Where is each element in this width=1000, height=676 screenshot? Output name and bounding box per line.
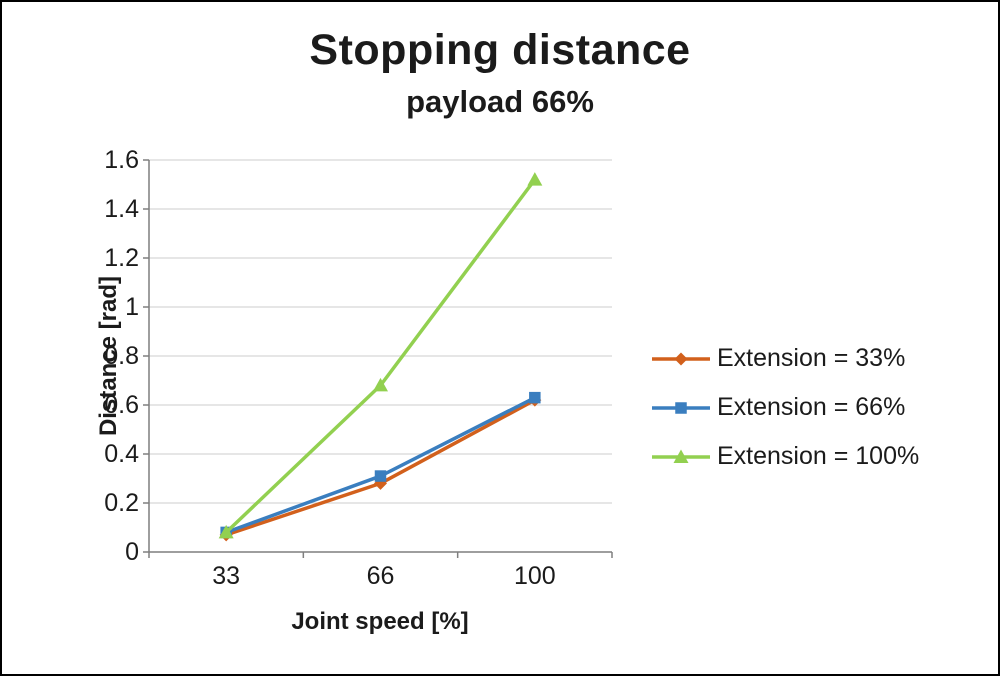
- x-tick-label: 100: [513, 562, 556, 590]
- y-tick-label: 1.2: [104, 244, 139, 272]
- legend-square-line-sample-icon: [652, 401, 710, 414]
- y-tick-label: 0: [125, 538, 139, 566]
- legend-diamond-line-sample-icon: [652, 352, 710, 365]
- x-axis-title: Joint speed [%]: [291, 608, 469, 635]
- triangle-marker-icon: [373, 377, 388, 392]
- legend-label: Extension = 66%: [717, 393, 906, 421]
- legend-triangle-line-sample-icon: [652, 449, 710, 463]
- square-marker-icon: [675, 401, 687, 414]
- square-marker-icon: [374, 470, 387, 482]
- triangle-marker-icon: [673, 449, 689, 463]
- series-line: [225, 396, 536, 535]
- y-tick-label: 0.6: [104, 391, 139, 419]
- legend-item: Extension = 100%: [652, 432, 919, 481]
- triangle-marker-icon: [218, 524, 234, 539]
- legend-item: Extension = 33%: [652, 334, 919, 383]
- y-tick-label: 1: [125, 293, 139, 321]
- legend: Extension = 33% Extension = 66% Extension …: [652, 334, 919, 481]
- legend-label: Extension = 100%: [717, 442, 920, 470]
- x-tick-label: 66: [366, 562, 395, 590]
- legend-label: Extension = 33%: [717, 344, 906, 372]
- triangle-marker-icon: [527, 172, 543, 186]
- legend-item: Extension = 66%: [652, 383, 919, 432]
- y-axis-title: Distance [rad]: [95, 275, 122, 437]
- y-tick-label: 1.4: [104, 195, 139, 223]
- square-marker-icon: [529, 391, 541, 404]
- y-tick-label: 0.2: [104, 489, 139, 517]
- x-tick-label: 33: [212, 562, 241, 590]
- diamond-marker-icon: [674, 352, 688, 365]
- y-tick-label: 0.4: [104, 440, 139, 468]
- y-tick-label: 1.6: [104, 146, 139, 174]
- chart-subtitle: payload 66%: [406, 84, 594, 119]
- chart-title: Stopping distance: [309, 26, 691, 74]
- y-tick-label: 0.8: [104, 342, 139, 370]
